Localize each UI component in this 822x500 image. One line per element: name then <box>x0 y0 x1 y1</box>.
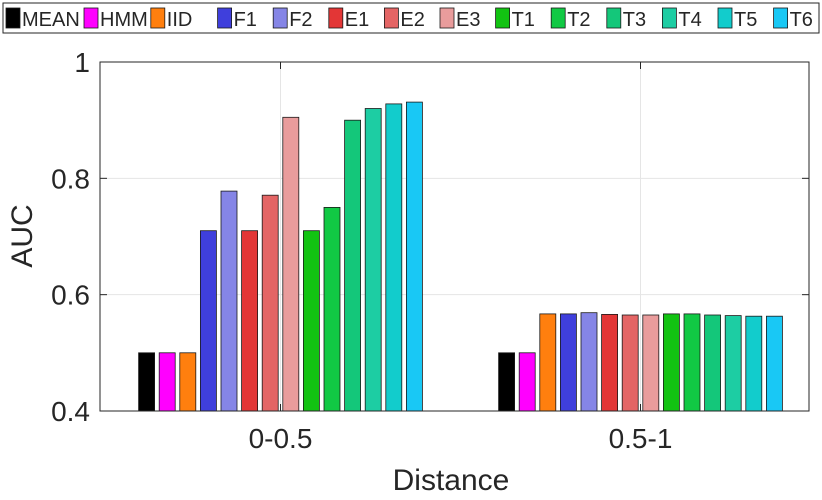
bar-t5-0 <box>385 103 403 412</box>
legend-items: MEAN HMM IID F1 F2 E1 E2 E3 T1 T2 T3 T4 T5 T6 <box>5 7 813 31</box>
bar-f1-0 <box>199 230 217 412</box>
bar-mean-1 <box>498 352 516 412</box>
bar-t3-1 <box>704 314 721 412</box>
legend-swatch-f2 <box>272 7 288 29</box>
bar-f2-1 <box>580 312 598 412</box>
y-tick-label: 0.4 <box>51 396 90 427</box>
legend-swatch-t3 <box>606 7 622 29</box>
legend-label-e3: E3 <box>456 9 480 31</box>
bar-t5-1 <box>745 315 763 412</box>
legend-label-iid: IID <box>167 9 193 31</box>
ticks-layer: 0.4 0.6 0.8 1 0-0.5 0.5-1 <box>51 47 809 454</box>
legend-label-e1: E1 <box>345 9 369 31</box>
bar-t1-0 <box>302 230 320 412</box>
legend-label-t5: T5 <box>734 9 757 31</box>
bar-hmm-1 <box>518 352 536 412</box>
legend: MEAN HMM IID F1 F2 E1 E2 E3 T1 T2 T3 T4 T5 T6 <box>2 2 820 34</box>
legend-label-t6: T6 <box>790 9 813 31</box>
bar-e3-0 <box>282 116 300 412</box>
legend-swatch-e3 <box>439 7 455 29</box>
bar-mean-0 <box>138 352 156 412</box>
bar-e2-1 <box>621 314 639 412</box>
bar-t6-0 <box>405 101 423 412</box>
legend-label-mean: MEAN <box>22 9 80 31</box>
legend-swatch-hmm <box>83 7 99 29</box>
bar-t4-0 <box>364 108 382 412</box>
legend-label-t3: T3 <box>623 9 646 31</box>
bars-layer <box>138 101 783 412</box>
bar-f1-1 <box>560 313 577 412</box>
legend-swatch-t1 <box>495 7 511 29</box>
legend-label-f2: F2 <box>289 9 312 31</box>
bar-iid-1 <box>539 313 557 412</box>
legend-label-hmm: HMM <box>100 9 148 31</box>
bar-f2-0 <box>220 190 238 412</box>
legend-swatch-mean <box>5 7 21 29</box>
y-tick-label: 0.8 <box>51 163 90 194</box>
y-tick-label: 1 <box>74 47 90 78</box>
bar-t2-0 <box>323 206 341 412</box>
bar-hmm-0 <box>158 352 176 412</box>
legend-swatch-t4 <box>662 7 677 29</box>
y-tick-label: 0.6 <box>51 280 90 311</box>
bar-e3-1 <box>642 314 660 412</box>
legend-swatch-t2 <box>550 7 566 29</box>
legend-label-t4: T4 <box>678 9 701 31</box>
bar-iid-0 <box>179 352 197 412</box>
legend-swatch-t6 <box>773 7 788 29</box>
bar-e1-0 <box>241 230 259 412</box>
bar-e1-1 <box>601 313 618 412</box>
legend-swatch-iid <box>150 7 166 29</box>
legend-swatch-e1 <box>328 7 344 29</box>
legend-label-t1: T1 <box>512 9 535 31</box>
plot-frame <box>99 61 810 412</box>
legend-swatch-t5 <box>717 7 733 29</box>
x-axis-label: Distance <box>393 464 510 495</box>
legend-swatch-f1 <box>217 7 233 29</box>
legend-label-f1: F1 <box>234 9 257 31</box>
legend-label-e2: E2 <box>400 9 424 31</box>
legend-label-t2: T2 <box>567 9 590 31</box>
bar-t6-1 <box>766 315 783 412</box>
bar-e2-0 <box>261 194 279 412</box>
y-axis-label: AUC <box>6 204 39 267</box>
bar-t1-1 <box>663 313 680 412</box>
bar-t4-1 <box>724 315 742 412</box>
legend-box <box>2 2 820 34</box>
bar-t3-0 <box>344 119 362 412</box>
x-tick-label: 0.5-1 <box>609 423 673 454</box>
legend-swatch-e2 <box>383 7 399 29</box>
x-tick-label: 0-0.5 <box>249 423 313 454</box>
bar-t2-1 <box>683 313 701 412</box>
